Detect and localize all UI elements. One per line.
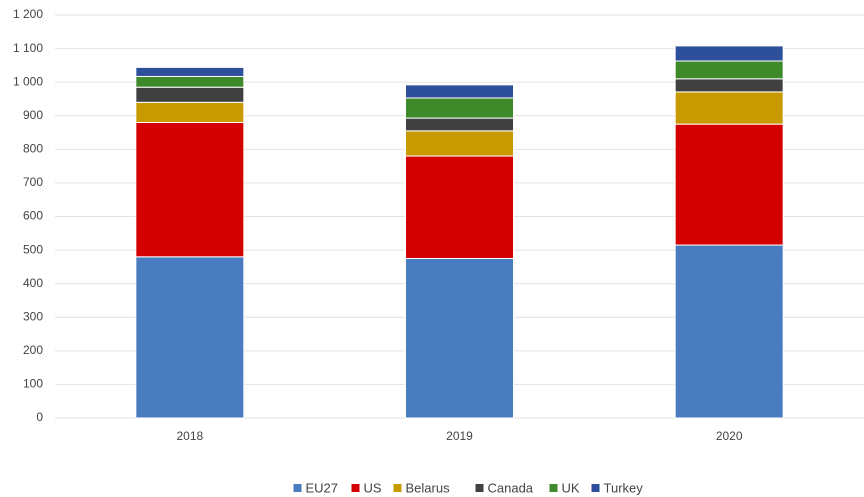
bar-segment [405, 97, 514, 119]
bar-segment [135, 101, 245, 123]
bar-segment [405, 84, 514, 99]
bar-segment [135, 86, 245, 103]
legend-swatch [393, 484, 402, 492]
y-tick-label: 0 [36, 410, 43, 424]
x-tick-label: 2019 [446, 429, 473, 443]
y-tick-label: 500 [23, 242, 43, 256]
legend-swatch [475, 484, 484, 492]
y-tick-label: 1 200 [13, 7, 43, 21]
bar-segment [674, 45, 784, 62]
legend-label: Canada [488, 480, 534, 495]
y-tick-label: 600 [23, 209, 43, 223]
y-tick-label: 100 [23, 377, 43, 391]
legend-swatch [293, 484, 302, 492]
bar-segment [405, 117, 514, 132]
legend-label: US [364, 480, 382, 495]
bar-segment [135, 256, 245, 419]
legend-label: Belarus [406, 480, 451, 495]
y-tick-label: 400 [23, 276, 43, 290]
bar-segment [405, 130, 514, 157]
bar-segment [135, 66, 245, 77]
x-tick-label: 2018 [176, 429, 203, 443]
x-tick-label: 2020 [716, 429, 743, 443]
legend-swatch [591, 484, 600, 492]
y-tick-label: 800 [23, 142, 43, 156]
legend-label: EU27 [306, 480, 339, 495]
bar-segment [674, 91, 784, 125]
legend-swatch [351, 484, 360, 492]
y-tick-label: 700 [23, 175, 43, 189]
bar-segment [405, 257, 514, 419]
y-tick-label: 1 000 [13, 74, 43, 88]
legend-label: UK [562, 480, 580, 495]
bar-segment [674, 78, 784, 93]
legend-swatch [549, 484, 558, 492]
y-tick-label: 300 [23, 309, 43, 323]
y-tick-label: 1 100 [13, 41, 43, 55]
bar-segment [405, 155, 514, 259]
bar-segment [135, 121, 245, 258]
bar-segment [674, 244, 784, 419]
bar-segment [674, 123, 784, 246]
legend-label: Turkey [604, 480, 644, 495]
y-tick-label: 200 [23, 343, 43, 357]
bar-segment [674, 60, 784, 80]
y-tick-label: 900 [23, 108, 43, 122]
bar-segment [135, 75, 245, 88]
